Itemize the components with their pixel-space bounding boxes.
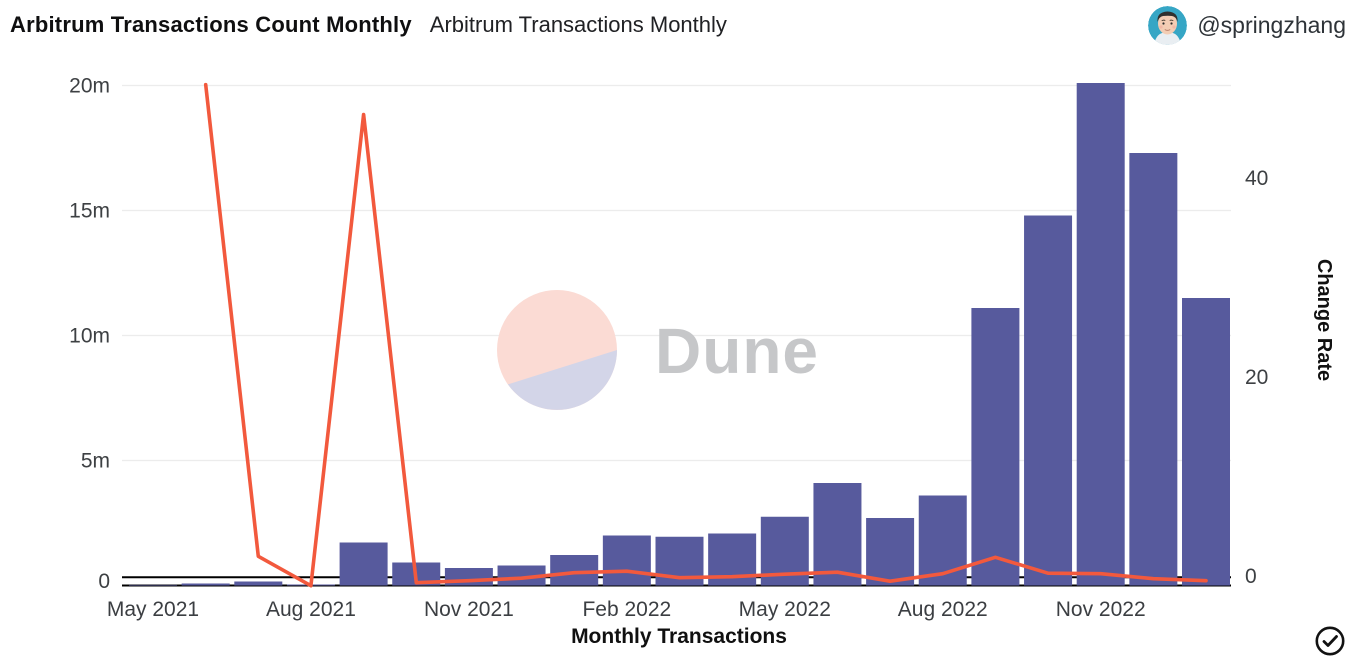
y-axis-tick-label-right: 40 [1245,167,1268,190]
author-block[interactable]: @springzhang [1148,6,1346,45]
author-avatar-icon[interactable] [1148,6,1188,45]
bar-sep-2022[interactable] [971,308,1020,586]
x-axis-tick-label: Aug 2021 [266,598,356,621]
y-axis-tick-label-left: 5m [81,450,110,473]
x-axis-tick-label: May 2022 [739,598,831,621]
bar-sep-2021[interactable] [339,542,388,586]
check-icon [1315,626,1345,656]
bar-feb-2022[interactable] [602,535,651,586]
x-axis-title: Monthly Transactions [571,625,787,648]
x-axis-tick-label: Nov 2021 [424,598,514,621]
bar-may-2021[interactable] [129,584,177,586]
y-axis-tick-label-right: 20 [1245,366,1268,389]
bar-nov-2022[interactable] [1076,83,1125,586]
y-axis-tick-label-left: 20m [69,75,110,98]
bar-jul-2021[interactable] [234,581,283,586]
right-axis-title: Change Rate [1313,259,1335,381]
chart-subtitle: Arbitrum Transactions Monthly [429,12,727,37]
bar-jan-2023[interactable] [1182,298,1230,586]
author-handle[interactable]: @springzhang [1197,12,1346,38]
x-axis-tick-label: Feb 2022 [582,598,671,621]
y-axis-tick-label-right: 0 [1245,565,1257,588]
x-axis-tick-label: Nov 2022 [1056,598,1146,621]
watermark-text: Dune [655,315,819,387]
y-axis-tick-label-left: 10m [69,325,110,348]
change-rate-line [203,82,1208,588]
bar-jan-2022[interactable] [550,555,599,586]
y-axis-tick-label-left: 15m [69,200,110,223]
x-axis-tick-label: May 2021 [107,598,199,621]
x-axis-tick-label: Aug 2022 [898,598,988,621]
y-axis-tick-label-left: 0 [98,570,110,593]
chart-title: Arbitrum Transactions Count Monthly [10,12,412,37]
bar-jun-2022[interactable] [813,483,862,586]
bar-jun-2021[interactable] [181,583,230,586]
bar-oct-2022[interactable] [1024,215,1073,586]
bar-jul-2022[interactable] [866,518,915,586]
chart-header: Arbitrum Transactions Count Monthly Arbi… [10,12,727,38]
bar-dec-2022[interactable] [1129,153,1178,586]
dune-logo-wave [507,350,617,410]
